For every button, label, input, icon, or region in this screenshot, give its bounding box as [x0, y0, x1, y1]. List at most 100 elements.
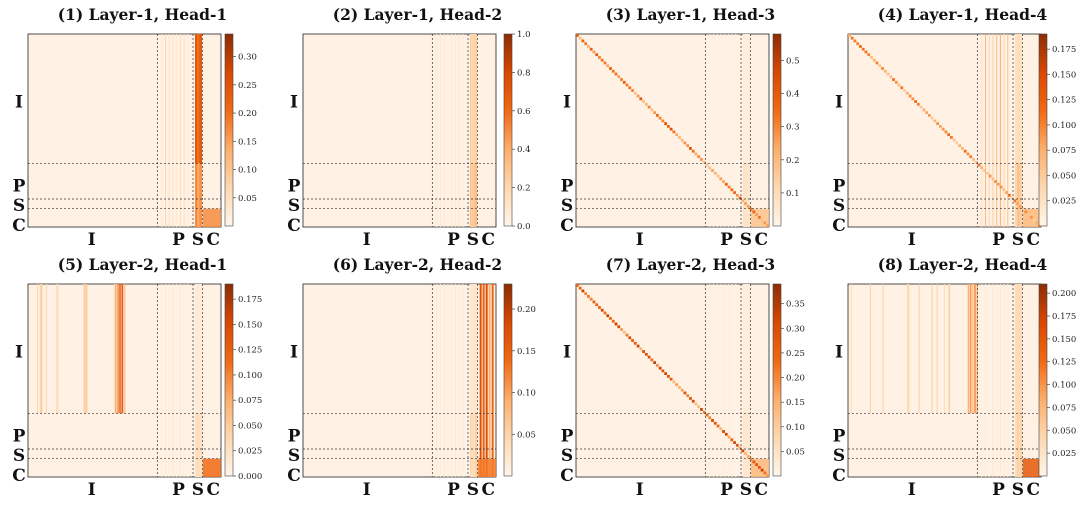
colorbar-tick-label: 0.125	[238, 346, 262, 356]
p-column-streak	[462, 284, 464, 477]
s-column-streak	[474, 34, 476, 164]
diagonal-cell	[675, 133, 679, 137]
diagonal-cell	[700, 158, 703, 161]
diagonal-cell	[941, 127, 945, 131]
diagonal-cell	[631, 339, 634, 342]
diagonal-cell	[658, 116, 662, 120]
diagonal-cell	[589, 297, 593, 301]
p-column-streak	[727, 34, 729, 227]
diagonal-cell	[983, 169, 986, 172]
diagonal-cell	[689, 147, 692, 150]
diagonal-cell	[741, 199, 745, 203]
diagonal-cell	[650, 358, 654, 362]
row-label-I: I	[290, 93, 298, 113]
diagonal-cell	[749, 207, 753, 211]
i-column-band	[117, 284, 119, 414]
colorbar-tick-label: 0.6	[517, 107, 531, 117]
colorbar	[224, 33, 234, 227]
colorbar-tick-label: 0.25	[786, 349, 805, 359]
diagonal-cell	[716, 174, 720, 178]
diagonal-cell	[738, 196, 742, 200]
s-column-streak	[746, 163, 748, 227]
diagonal-cell	[861, 47, 865, 51]
diagonal-cell	[881, 67, 884, 70]
s-column-streak	[745, 413, 747, 477]
diagonal-cell	[892, 78, 895, 81]
diagonal-cell	[922, 108, 926, 112]
i-column-faint	[85, 284, 87, 414]
diagonal-cell	[919, 105, 923, 109]
heatmap-area	[27, 33, 222, 228]
diagonal-cell	[944, 130, 948, 134]
i-column-faint	[948, 284, 950, 414]
diagonal-cell	[872, 58, 876, 62]
p-column-streak	[999, 34, 1001, 227]
diagonal-cell	[894, 80, 898, 84]
p-column-streak	[735, 34, 737, 227]
diagonal-cell	[735, 443, 739, 447]
diagonal-cell	[683, 141, 687, 145]
diagonal-cell	[664, 372, 668, 376]
diagonal-cell	[617, 75, 621, 79]
diagonal-cell	[606, 64, 610, 68]
p-column-streak	[1007, 284, 1009, 477]
diagonal-cell	[644, 102, 648, 106]
p-column-streak	[1003, 34, 1005, 227]
diagonal-cell	[711, 169, 714, 172]
diagonal-cell	[724, 432, 728, 436]
diagonal-cell	[722, 430, 725, 433]
p-column-streak	[713, 284, 715, 477]
diagonal-cell	[952, 138, 956, 142]
diagonal-cell	[705, 413, 709, 417]
diagonal-cell	[600, 58, 604, 62]
p-column-streak	[165, 284, 167, 477]
diagonal-cell	[980, 166, 984, 170]
diagonal-cell	[595, 53, 599, 57]
colorbar	[503, 33, 513, 227]
s-column-streak	[197, 284, 199, 414]
i-column-faint	[908, 284, 910, 414]
s-column-streak	[745, 284, 747, 414]
c-block	[477, 458, 496, 477]
row-label-S: S	[288, 196, 300, 216]
col-label-P: P	[992, 480, 1005, 500]
s-column-streak	[1018, 284, 1020, 414]
diagonal-cell	[611, 69, 615, 73]
diagonal-cell	[856, 42, 860, 46]
colorbar-tick-label: 0.125	[1052, 96, 1076, 106]
diagonal-cell	[636, 344, 640, 348]
colorbar-tick-label: 0.000	[238, 472, 262, 482]
row-label-I: I	[835, 93, 843, 113]
colorbar-tick-label: 0.35	[786, 300, 805, 310]
col-label-I: I	[908, 480, 916, 500]
diagonal-cell	[878, 64, 882, 68]
col-label-S: S	[1012, 480, 1024, 500]
colorbar-tick-label: 0.025	[238, 447, 262, 457]
diagonal-cell	[955, 141, 959, 145]
diagonal-cell	[642, 100, 645, 103]
diagonal-cell	[752, 460, 756, 464]
colorbar-tick-label: 0.025	[1052, 449, 1076, 459]
diagonal-cell	[595, 303, 599, 307]
diagonal-cell	[678, 386, 681, 389]
p-column-streak	[1003, 284, 1005, 477]
diagonal-cell	[702, 160, 706, 164]
colorbar-tick-label: 0.125	[1052, 358, 1076, 368]
p-column-streak	[731, 34, 733, 227]
i-column-faint	[56, 284, 58, 414]
row-label-P: P	[833, 427, 846, 447]
p-column-streak	[996, 34, 998, 227]
s-column-streak	[748, 163, 750, 227]
s-column-streak	[200, 34, 202, 164]
i-column-faint	[83, 284, 85, 414]
diagonal-cell	[697, 155, 701, 159]
col-label-S: S	[1012, 230, 1024, 250]
diagonal-cell	[719, 427, 723, 431]
diagonal-cell	[614, 322, 618, 326]
col-label-S: S	[467, 480, 479, 500]
diagonal-cell	[713, 171, 717, 175]
colorbar	[772, 33, 782, 227]
row-label-P: P	[13, 177, 26, 197]
